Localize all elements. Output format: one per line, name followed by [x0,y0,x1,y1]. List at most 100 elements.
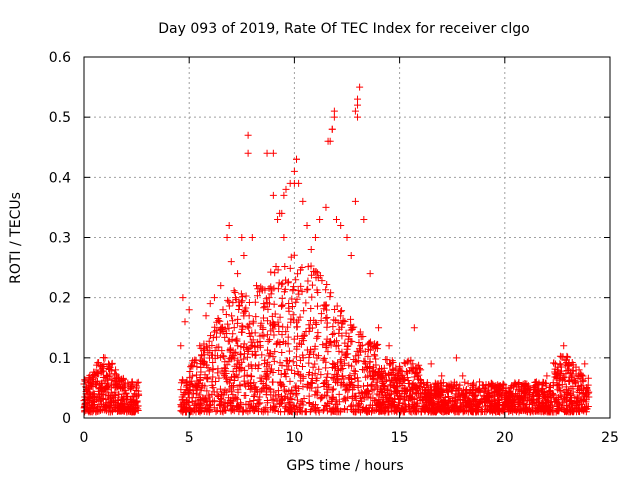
scatter-point [421,386,429,394]
scatter-point [528,392,536,400]
scatter-point [561,356,569,364]
scatter-point [455,405,463,413]
scatter-point [399,400,407,408]
scatter-point [381,377,389,385]
scatter-point [293,362,301,370]
scatter-point [282,404,290,412]
scatter-point [473,401,481,409]
scatter-point [338,361,346,369]
scatter-point [330,360,338,368]
scatter-point [268,312,276,320]
data-point [290,167,298,175]
scatter-point [364,393,372,401]
scatter-point [380,364,388,372]
data-point [86,378,94,386]
scatter-point [277,395,285,403]
scatter-point [514,381,522,389]
scatter-point [115,390,123,398]
scatter-point [196,391,204,399]
scatter-point [317,310,325,318]
scatter-point [569,361,577,369]
scatter-point [102,396,110,404]
scatter-point [105,399,113,407]
scatter-point [342,385,350,393]
scatter-point [95,359,103,367]
data-point [179,294,187,302]
scatter-point [466,388,474,396]
scatter-point [567,390,575,398]
scatter-point [324,388,332,396]
scatter-point [502,401,510,409]
scatter-point [366,408,374,416]
scatter-point [209,384,217,392]
scatter-point [234,315,242,323]
scatter-point [562,356,570,364]
scatter-point [425,408,433,416]
scatter-point [344,393,352,401]
scatter-point [248,329,256,337]
scatter-point [229,406,237,414]
scatter-point [384,385,392,393]
data-point [328,125,336,133]
scatter-point [242,400,250,408]
scatter-point [308,293,316,301]
scatter-point [385,400,393,408]
scatter-point [366,358,374,366]
scatter-point [203,342,211,350]
scatter-point [354,383,362,391]
scatter-point [247,372,255,380]
scatter-point [263,388,271,396]
scatter-point [306,316,314,324]
scatter-point [335,325,343,333]
scatter-point [186,407,194,415]
scatter-point [339,365,347,373]
scatter-point [205,337,213,345]
scatter-point [337,357,345,365]
scatter-point [411,389,419,397]
scatter-point [339,318,347,326]
scatter-point [317,317,325,325]
scatter-point [409,366,417,374]
scatter-point [311,342,319,350]
scatter-point [196,374,204,382]
scatter-point [355,339,363,347]
data-point [543,372,551,380]
scatter-point [218,347,226,355]
scatter-point [361,348,369,356]
scatter-point [311,360,319,368]
scatter-point [396,376,404,384]
scatter-point [211,347,219,355]
data-point [240,252,248,260]
scatter-point [278,331,286,339]
scatter-point [357,333,365,341]
data-point [253,282,261,290]
scatter-point [188,372,196,380]
scatter-point [308,379,316,387]
data-point [307,246,315,254]
scatter-point [204,349,212,357]
scatter-point [323,407,331,415]
scatter-point [313,404,321,412]
scatter-point [370,385,378,393]
scatter-point [224,320,232,328]
scatter-point [585,393,593,401]
scatter-point [507,398,515,406]
scatter-point [331,306,339,314]
data-point [375,324,383,332]
scatter-point [400,408,408,416]
data-point [396,366,404,374]
scatter-point [97,400,105,408]
scatter-point [230,372,238,380]
scatter-point [551,373,559,381]
scatter-point [228,404,236,412]
scatter-point [274,318,282,326]
data-point [103,372,111,380]
y-tick-label: 0.3 [49,231,71,247]
x-tick-label: 5 [185,430,194,446]
data-point [330,113,338,121]
scatter-point [229,330,237,338]
scatter-point [262,384,270,392]
scatter-point [203,387,211,395]
x-tick-label: 25 [601,430,619,446]
scatter-point [284,408,292,416]
